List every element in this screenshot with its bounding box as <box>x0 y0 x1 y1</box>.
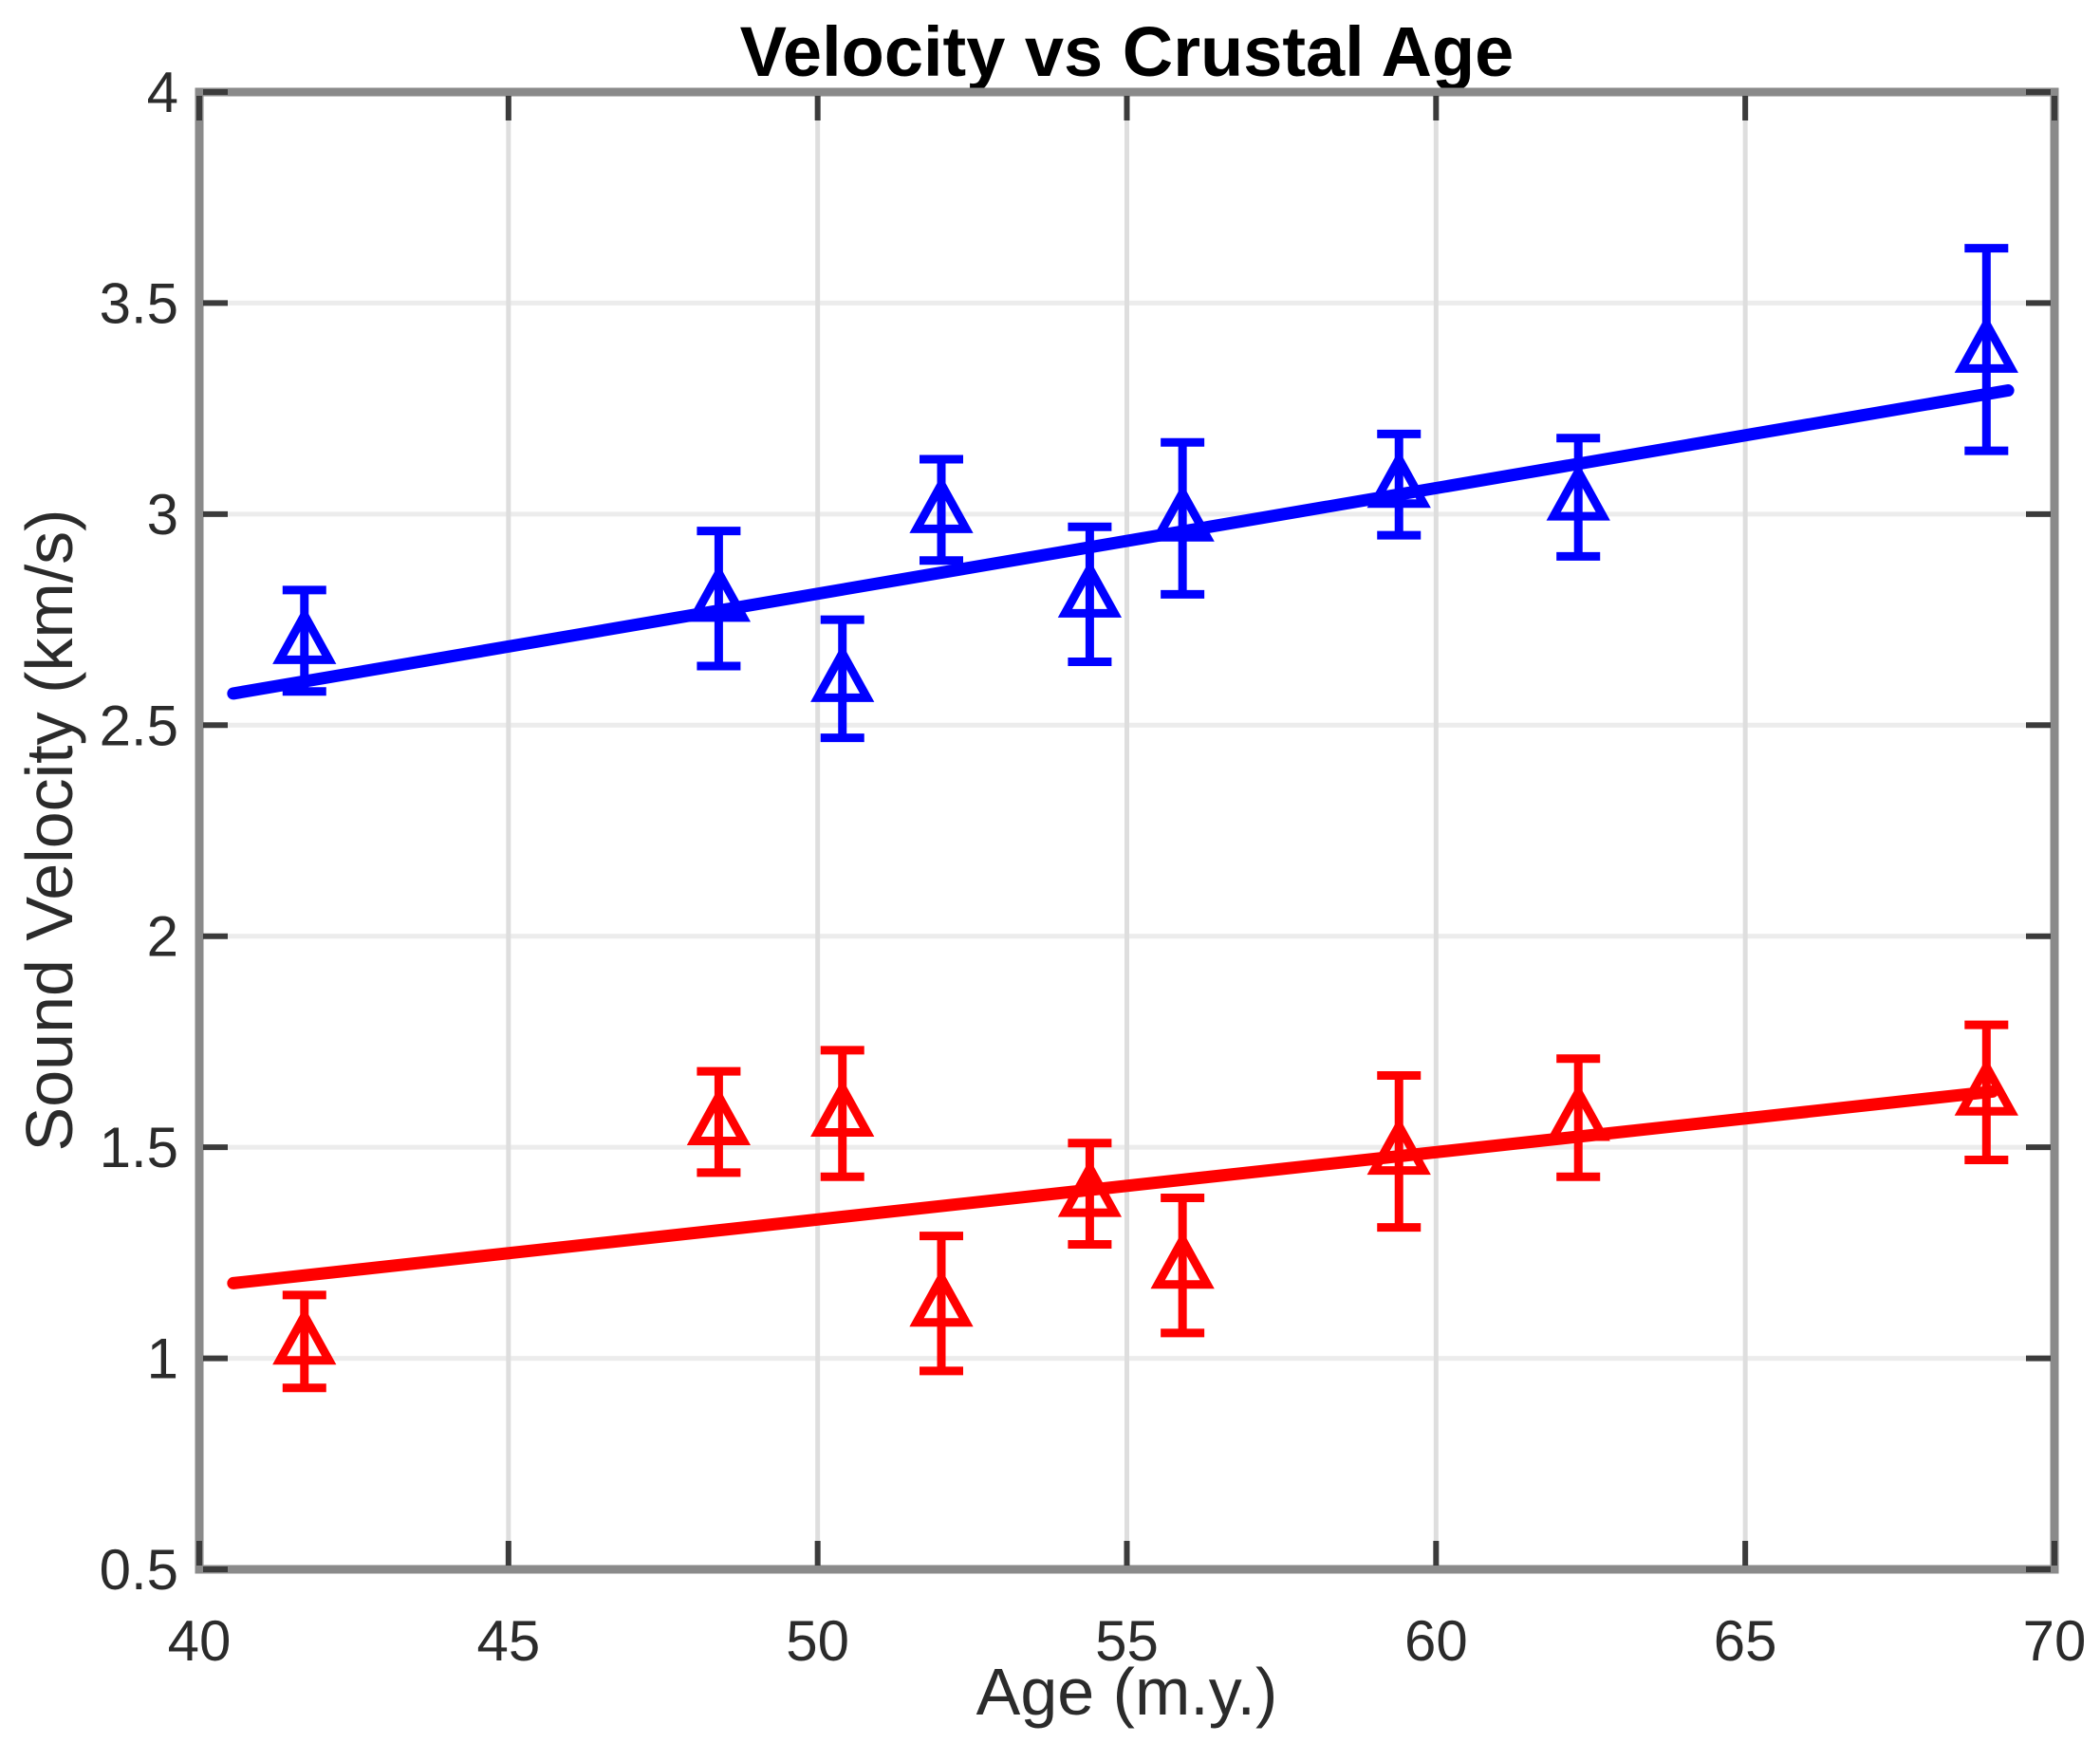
x-tick-label: 40 <box>168 1609 232 1673</box>
data-point-marker <box>1546 462 1610 521</box>
error-bar <box>697 527 741 671</box>
tick-labels: 40 45 50 55 60 65 70 0.5 1 1.5 2 2.5 3 3.5 4 <box>100 61 2087 1673</box>
error-bar <box>1377 1071 1422 1233</box>
error-bar <box>1161 437 1205 599</box>
x-tick-label: 70 <box>2023 1609 2087 1673</box>
data-point-marker <box>1150 1231 1215 1289</box>
data-point-marker <box>1954 1058 2018 1116</box>
x-tick-label: 55 <box>1095 1609 1159 1673</box>
error-bar <box>1964 1020 2009 1164</box>
data-point-marker <box>686 1087 752 1145</box>
data-point-marker <box>810 1079 875 1138</box>
y-tick-label: 2 <box>147 905 178 969</box>
y-tick-label: 4 <box>147 61 178 124</box>
y-tick-label: 1 <box>147 1327 178 1391</box>
y-tick-label: 1.5 <box>100 1116 178 1179</box>
y-tick-label: 0.5 <box>100 1538 178 1602</box>
data-point-marker <box>909 1269 974 1327</box>
error-bar <box>820 1046 864 1181</box>
data-point-marker <box>1150 484 1215 542</box>
data-point-marker <box>272 1307 337 1365</box>
series-red <box>227 1020 2018 1393</box>
data-point-marker <box>1546 1083 1610 1141</box>
error-bar <box>1964 244 2009 455</box>
data-point-marker <box>810 644 875 702</box>
data-point-marker <box>1057 560 1123 618</box>
gridlines <box>199 92 2054 1569</box>
y-tick-label: 3.5 <box>100 271 178 335</box>
error-bar <box>1161 1194 1205 1338</box>
data-point-marker <box>686 564 752 622</box>
y-tick-label: 3 <box>147 483 178 547</box>
y-tick-label: 2.5 <box>100 694 178 757</box>
x-axis-label: Age (m.y.) <box>976 1655 1278 1729</box>
data-point-marker <box>272 606 337 664</box>
x-tick-label: 60 <box>1404 1609 1468 1673</box>
error-bar <box>1068 522 1112 667</box>
data-point-marker <box>1366 1117 1431 1176</box>
error-bar <box>1556 434 1601 561</box>
axis-box <box>195 87 2059 1574</box>
y-axis-label: Sound Velocity (km/s) <box>12 509 86 1152</box>
data-point-marker <box>1366 450 1431 509</box>
series-blue <box>227 244 2018 743</box>
data-point-marker <box>909 475 974 533</box>
data-point-marker <box>1057 1159 1123 1217</box>
x-tick-label: 45 <box>476 1609 540 1673</box>
x-tick-label: 50 <box>786 1609 849 1673</box>
fit-line <box>227 384 2015 700</box>
axis-ticks <box>196 89 2057 1572</box>
error-bar <box>820 615 864 743</box>
error-bar <box>920 1232 963 1376</box>
fit-line <box>227 1084 1999 1289</box>
data-point-marker <box>1954 315 2018 373</box>
x-tick-label: 65 <box>1714 1609 1777 1673</box>
chart-title: Velocity vs Crustal Age <box>739 12 1515 91</box>
error-bar <box>1556 1054 1601 1181</box>
